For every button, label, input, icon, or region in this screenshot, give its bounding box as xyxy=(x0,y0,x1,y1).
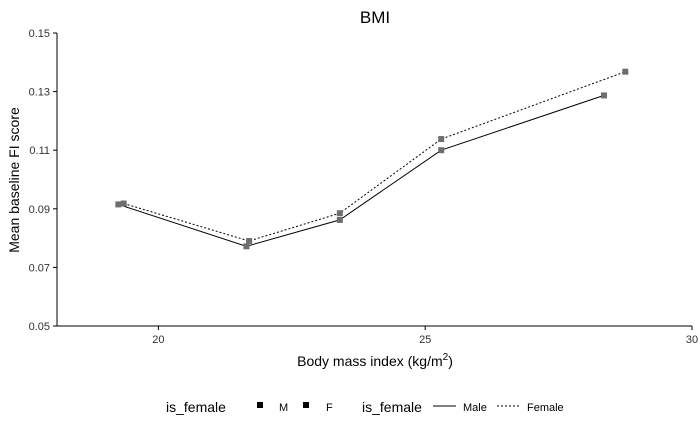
x-tick-label: 20 xyxy=(152,334,164,346)
plot-area xyxy=(115,68,629,250)
y-tick-label: 0.05 xyxy=(29,321,50,333)
y-tick-label: 0.13 xyxy=(29,87,50,99)
legend-label-female: Female xyxy=(527,402,564,414)
axes xyxy=(56,33,692,327)
x-ticks: 20 25 30 xyxy=(152,326,698,346)
point-female xyxy=(336,210,343,217)
y-tick-label: 0.07 xyxy=(29,262,50,274)
point-female xyxy=(622,68,629,75)
legend-line-title: is_female xyxy=(362,399,422,415)
y-ticks: 0.05 0.07 0.09 0.11 0.13 0.15 xyxy=(29,28,57,333)
point-female xyxy=(438,136,445,143)
chart-title: BMI xyxy=(360,8,390,27)
legend-label-male: Male xyxy=(463,402,487,414)
y-axis-label: Mean baseline FI score xyxy=(6,107,22,253)
legend: is_female M F is_female Male Female xyxy=(166,399,564,415)
point-male xyxy=(438,147,445,154)
point-male xyxy=(600,92,607,99)
x-tick-label: 30 xyxy=(686,334,698,346)
legend-shape-title: is_female xyxy=(166,399,226,415)
y-tick-label: 0.09 xyxy=(29,204,50,216)
x-axis-label-superscript: 2 xyxy=(443,352,449,363)
x-tick-label: 25 xyxy=(419,334,431,346)
x-axis-label-tail: ) xyxy=(448,353,453,369)
point-male xyxy=(336,216,343,223)
point-female xyxy=(246,238,253,245)
point-male xyxy=(243,243,250,250)
y-tick-label: 0.15 xyxy=(29,28,50,40)
y-tick-label: 0.11 xyxy=(29,145,50,157)
series-line-male xyxy=(118,94,605,247)
series-line-female xyxy=(123,71,626,242)
legend-marker-m xyxy=(257,402,263,408)
x-axis-label: Body mass index (kg/m2) xyxy=(297,352,453,369)
x-axis-label-main: Body mass index (kg/m xyxy=(297,353,443,369)
legend-label-m: M xyxy=(279,402,288,414)
legend-marker-f xyxy=(303,402,309,408)
legend-label-f: F xyxy=(326,402,333,414)
point-male xyxy=(115,201,122,208)
point-female xyxy=(120,200,127,207)
